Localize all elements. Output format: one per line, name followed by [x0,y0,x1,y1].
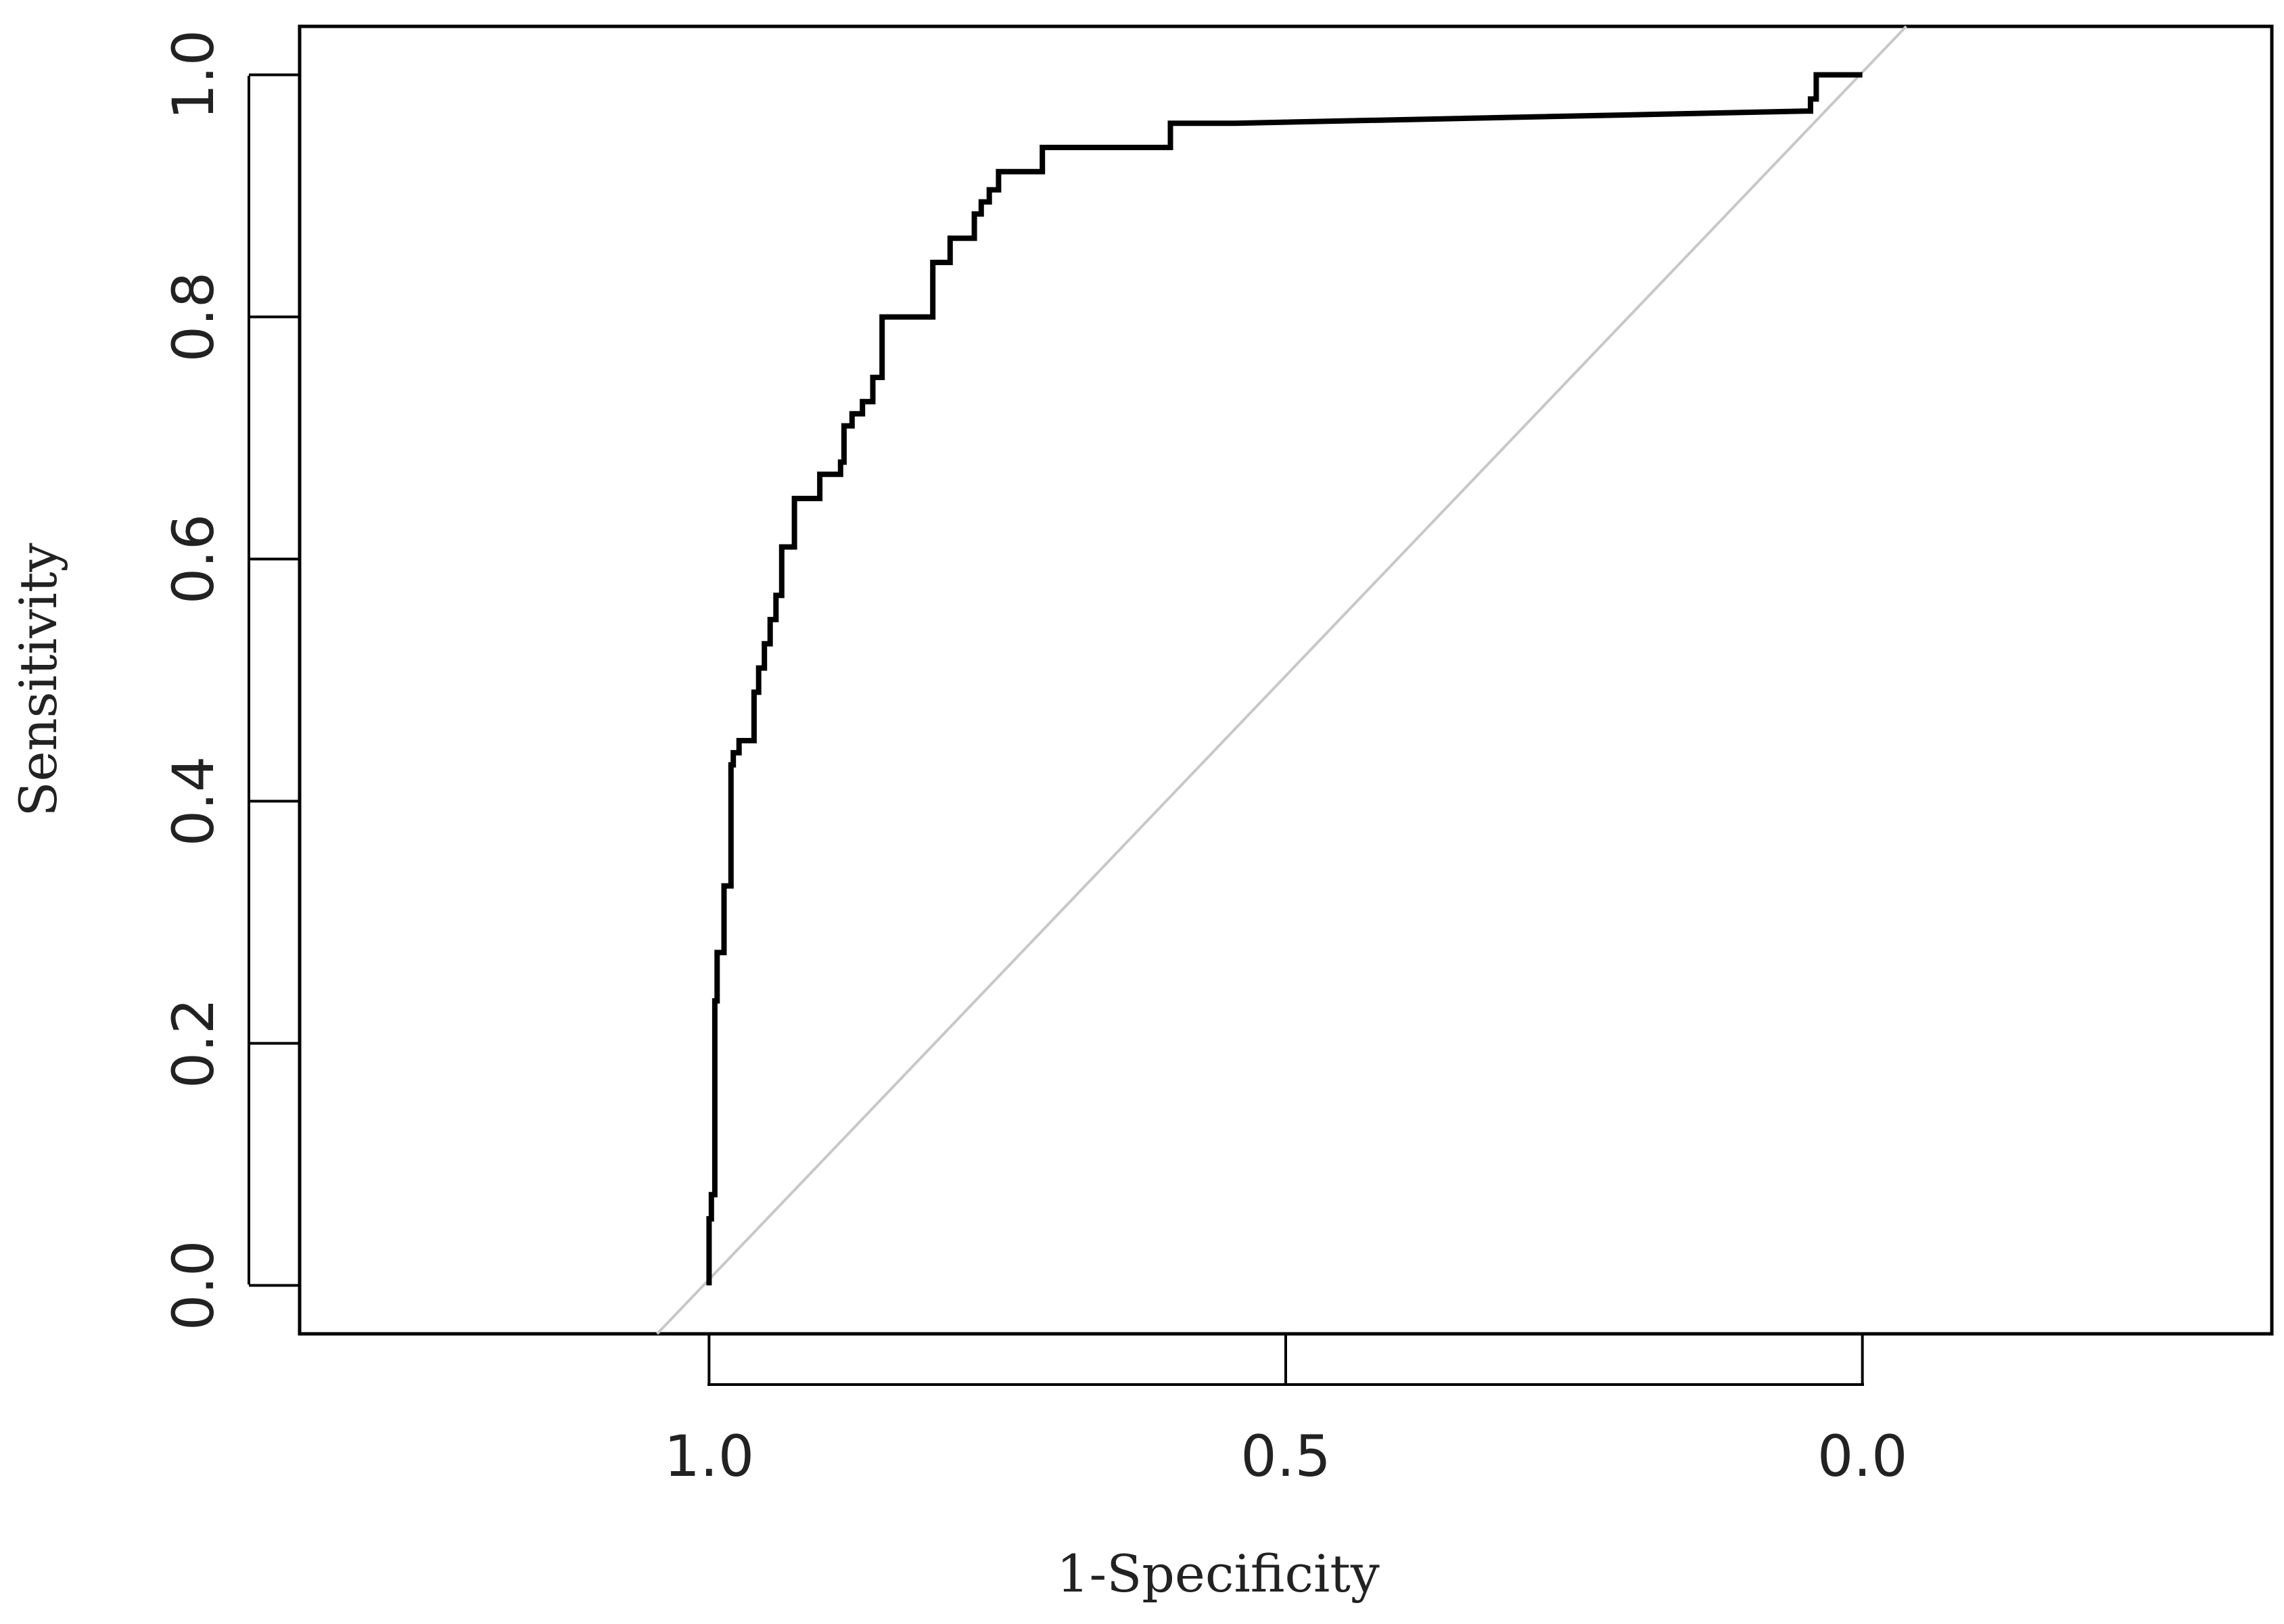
x-tick-label-0.0: 0.0 [1817,1423,1908,1489]
x-tick-label-0.5: 0.5 [1240,1423,1331,1489]
series-layer [706,72,1863,1286]
y-tick-label-0.0: 0.0 [160,1240,227,1331]
plot-frame [298,24,2274,1336]
reference-layer [656,25,1907,1335]
y-tick-label-0.8: 0.8 [160,272,227,363]
roc-curve-line [706,72,1863,1286]
x-axis: 1.0 0.5 0.0 [664,1334,1908,1489]
x-axis-title: 1-Specificity [1056,1544,1380,1604]
y-tick-label-1.0: 1.0 [160,30,227,120]
reference-diagonal-line [656,25,1907,1335]
y-tick-label-0.4: 0.4 [160,756,227,847]
y-axis: 0.0 0.2 0.4 0.6 0.8 1.0 [160,30,300,1330]
y-tick-label-0.2: 0.2 [160,998,227,1089]
y-tick-label-0.6: 0.6 [160,514,227,605]
x-tick-label-1.0: 1.0 [664,1423,755,1489]
y-axis-title: Sensitivity [8,543,68,817]
